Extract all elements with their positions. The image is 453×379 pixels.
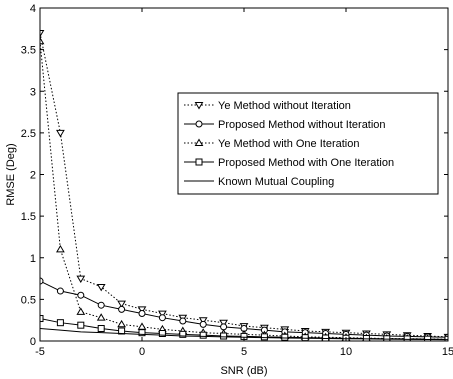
data-point xyxy=(40,36,45,45)
legend-marker xyxy=(195,120,203,128)
data-point xyxy=(158,330,166,338)
y-tick-label: 0 xyxy=(30,336,36,348)
data-point xyxy=(56,244,65,253)
legend-entry-label: Proposed Method without Iteration xyxy=(218,119,386,131)
data-point xyxy=(179,317,187,325)
data-point xyxy=(96,313,106,321)
data-point xyxy=(56,287,64,295)
legend-entry-label: Ye Method without Iteration xyxy=(218,100,351,112)
legend-marker xyxy=(194,102,204,110)
x-tick-label: 5 xyxy=(241,346,247,358)
data-point xyxy=(301,334,309,341)
x-axis-label: SNR (dB) xyxy=(220,365,267,377)
y-tick-label: 0.5 xyxy=(21,294,36,306)
data-point xyxy=(260,333,268,341)
legend-entry-label: Proposed Method with One Iteration xyxy=(218,157,394,169)
data-point xyxy=(137,322,147,330)
data-point xyxy=(281,333,289,341)
data-point xyxy=(76,275,86,284)
data-point xyxy=(118,305,126,313)
x-tick-label: 10 xyxy=(340,346,352,358)
data-point xyxy=(158,314,166,322)
data-point xyxy=(40,315,44,323)
data-point xyxy=(220,323,228,331)
data-point xyxy=(117,300,126,309)
data-point xyxy=(77,321,85,329)
y-tick-label: 2 xyxy=(30,170,36,182)
data-point xyxy=(138,310,146,318)
legend-marker xyxy=(195,158,203,166)
data-point xyxy=(40,30,45,38)
y-tick-label: 2.5 xyxy=(21,128,36,140)
data-point xyxy=(199,331,207,339)
legend-box xyxy=(177,92,439,195)
data-point xyxy=(40,277,44,285)
data-point xyxy=(77,291,85,299)
legend: Ye Method without Iteration Proposed Meth… xyxy=(177,92,439,195)
data-point xyxy=(96,283,106,292)
data-point xyxy=(179,330,187,338)
data-point xyxy=(198,317,208,325)
data-point xyxy=(158,310,167,319)
data-point xyxy=(97,301,105,309)
data-point xyxy=(56,319,64,327)
data-point xyxy=(219,319,228,328)
data-point xyxy=(56,129,65,138)
y-tick-label: 1 xyxy=(30,253,36,265)
x-tick-label: -5 xyxy=(35,346,45,358)
data-point xyxy=(118,327,126,335)
legend-entry-label: Ye Method with One Iteration xyxy=(218,138,359,150)
data-point xyxy=(220,332,228,340)
y-tick-label: 1.5 xyxy=(21,211,36,223)
y-tick-label: 4 xyxy=(30,3,36,15)
data-point xyxy=(76,307,86,315)
y-axis-label: RMSE (Deg) xyxy=(5,143,17,205)
data-point xyxy=(97,325,105,333)
data-point xyxy=(138,329,146,337)
data-point xyxy=(117,319,126,328)
legend-entry-label: Known Mutual Coupling xyxy=(218,176,334,188)
x-tick-label: 0 xyxy=(139,346,145,358)
plot-area xyxy=(40,30,448,341)
data-point xyxy=(199,320,207,328)
series-group xyxy=(40,30,448,341)
data-point xyxy=(137,306,147,314)
x-tick-label: 15 xyxy=(442,346,453,358)
legend-marker xyxy=(194,138,204,146)
y-tick-label: 3 xyxy=(30,86,36,98)
y-tick-label: 3.5 xyxy=(21,45,36,57)
